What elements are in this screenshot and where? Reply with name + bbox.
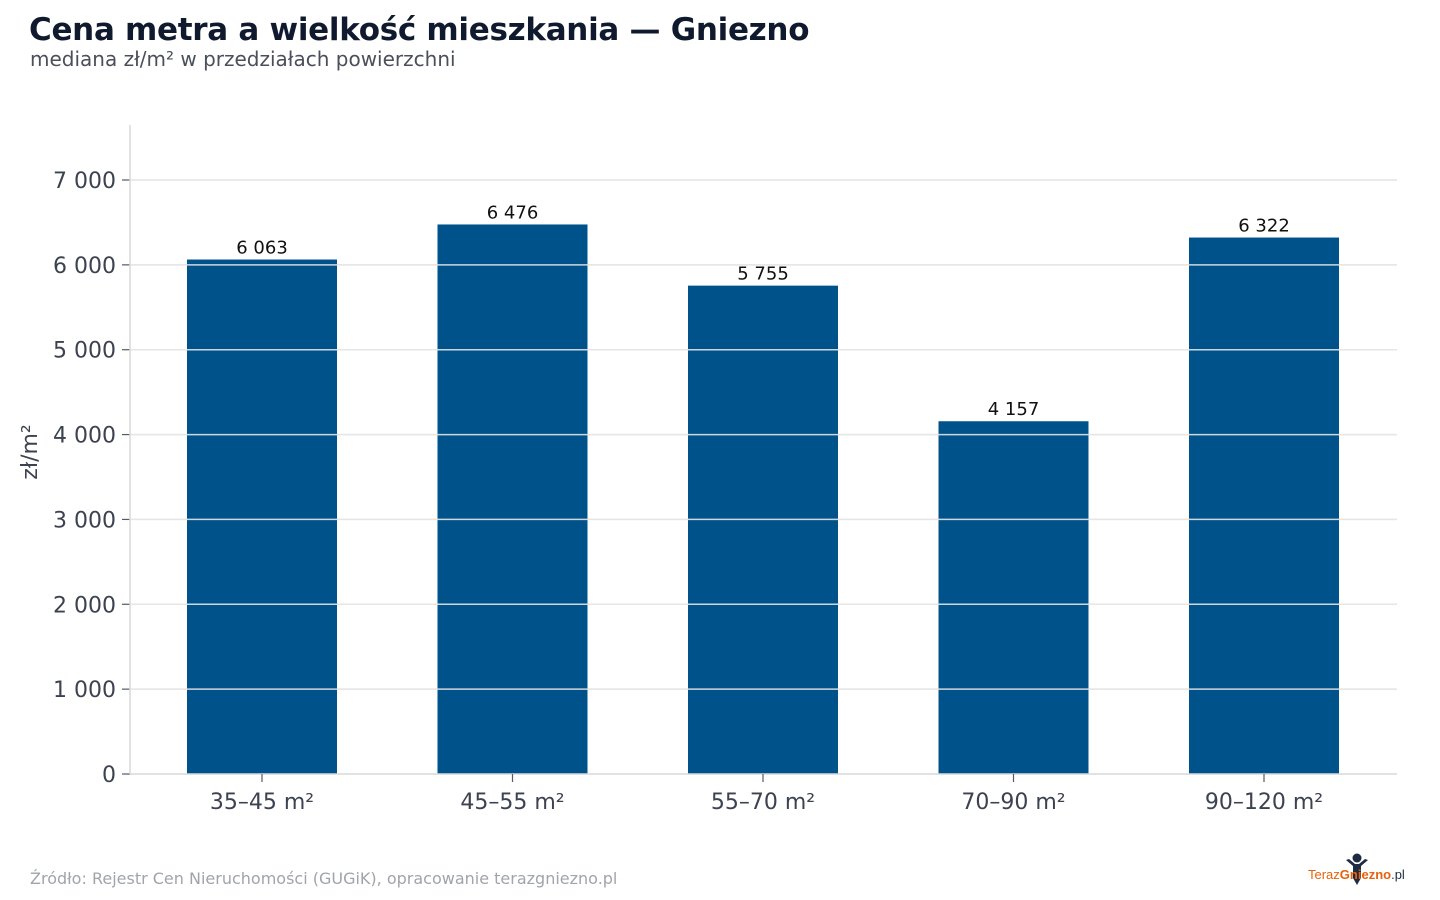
bar-value-label: 6 476 [487,202,539,223]
x-tick-label: 90–120 m² [1205,790,1323,815]
brand-logo-text: TerazGniezno.pl [1308,867,1405,882]
bar [938,421,1089,774]
y-tick-label: 1 000 [53,678,116,703]
bar-value-label: 4 157 [988,399,1040,420]
bars [130,179,1397,775]
y-axis-title: zł/m² [18,424,43,479]
y-tick-label: 7 000 [53,169,116,194]
y-tick-label: 2 000 [53,593,116,618]
bar-value-label: 6 322 [1238,216,1290,237]
y-tick-label: 0 [102,763,116,788]
source-note: Źródło: Rejestr Cen Nieruchomości (GUGiK… [30,869,618,888]
x-tick-label: 45–55 m² [460,790,564,815]
x-tick-label: 70–90 m² [961,790,1065,815]
x-tick-label: 55–70 m² [711,790,815,815]
bar [437,224,588,774]
person-logo-icon [1346,853,1368,885]
bar-value-label: 5 755 [737,264,789,285]
labels: 0 1 000 2 000 3 000 4 000 5 000 6 000 7 000 6 06… [53,169,1323,815]
chart-title: Cena metra a wielkość mieszkania — Gniez… [29,12,810,48]
y-tick-label: 6 000 [53,254,116,279]
axes [122,124,1397,782]
y-tick-label: 3 000 [53,508,116,533]
brand-logo: TerazGniezno.pl [1308,852,1418,892]
chart-subtitle: mediana zł/m² w przedziałach powierzchni [30,47,456,71]
y-tick-label: 5 000 [53,339,116,364]
logo-text-gniezno: Gniezno [1339,867,1392,882]
logo-text-teraz: Teraz [1308,867,1340,882]
bar-value-label: 6 063 [236,238,288,259]
bar [187,259,337,775]
bar [688,285,838,774]
bar [1189,237,1339,774]
y-tick-label: 4 000 [53,424,116,449]
logo-text-domain: .pl [1391,867,1405,882]
x-tick-label: 35–45 m² [210,790,314,815]
